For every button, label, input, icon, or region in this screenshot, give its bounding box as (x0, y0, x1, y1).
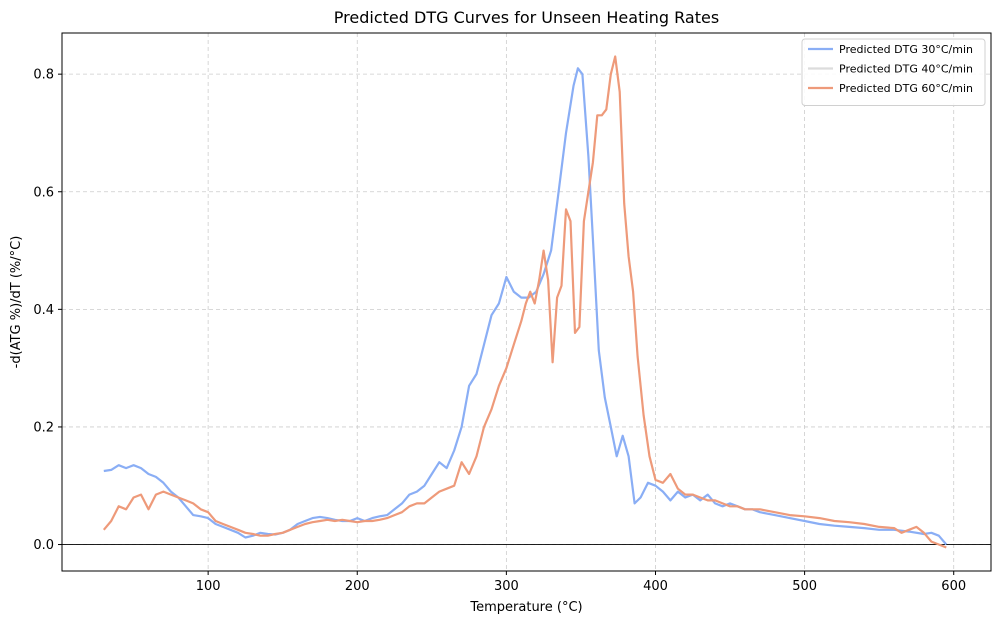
legend-label-0: Predicted DTG 30°C/min (839, 43, 973, 56)
y-tick-label: 0.8 (33, 68, 54, 83)
legend: Predicted DTG 30°C/min Predicted DTG 40°C… (801, 38, 986, 106)
series-layer (102, 55, 948, 549)
x-axis-ticks: 100 200 300 400 500 600 (196, 571, 966, 594)
x-tick-label: 600 (941, 579, 966, 594)
x-axis-label: Temperature (°C) (469, 600, 582, 615)
x-tick-label: 100 (196, 579, 221, 594)
y-axis-label: -d(ATG %)/dT (%/°C) (9, 236, 24, 369)
x-tick-label: 200 (345, 579, 370, 594)
plot-frame (61, 32, 992, 572)
x-tick-label: 500 (792, 579, 817, 594)
x-tick-label: 300 (494, 579, 519, 594)
y-axis-ticks: 0.0 0.2 0.4 0.6 0.8 (33, 68, 62, 553)
legend-box (801, 38, 986, 106)
x-tick-label: 400 (643, 579, 668, 594)
legend-label-2: Predicted DTG 60°C/min (839, 82, 973, 95)
chart-title: Predicted DTG Curves for Unseen Heating … (334, 8, 719, 27)
series-line-2 (102, 55, 947, 549)
y-tick-label: 0.0 (33, 538, 54, 553)
y-tick-label: 0.4 (33, 303, 54, 318)
series-line-0 (103, 67, 948, 546)
legend-label-1: Predicted DTG 40°C/min (839, 63, 973, 76)
y-tick-label: 0.2 (33, 420, 54, 435)
y-tick-label: 0.6 (33, 185, 54, 200)
